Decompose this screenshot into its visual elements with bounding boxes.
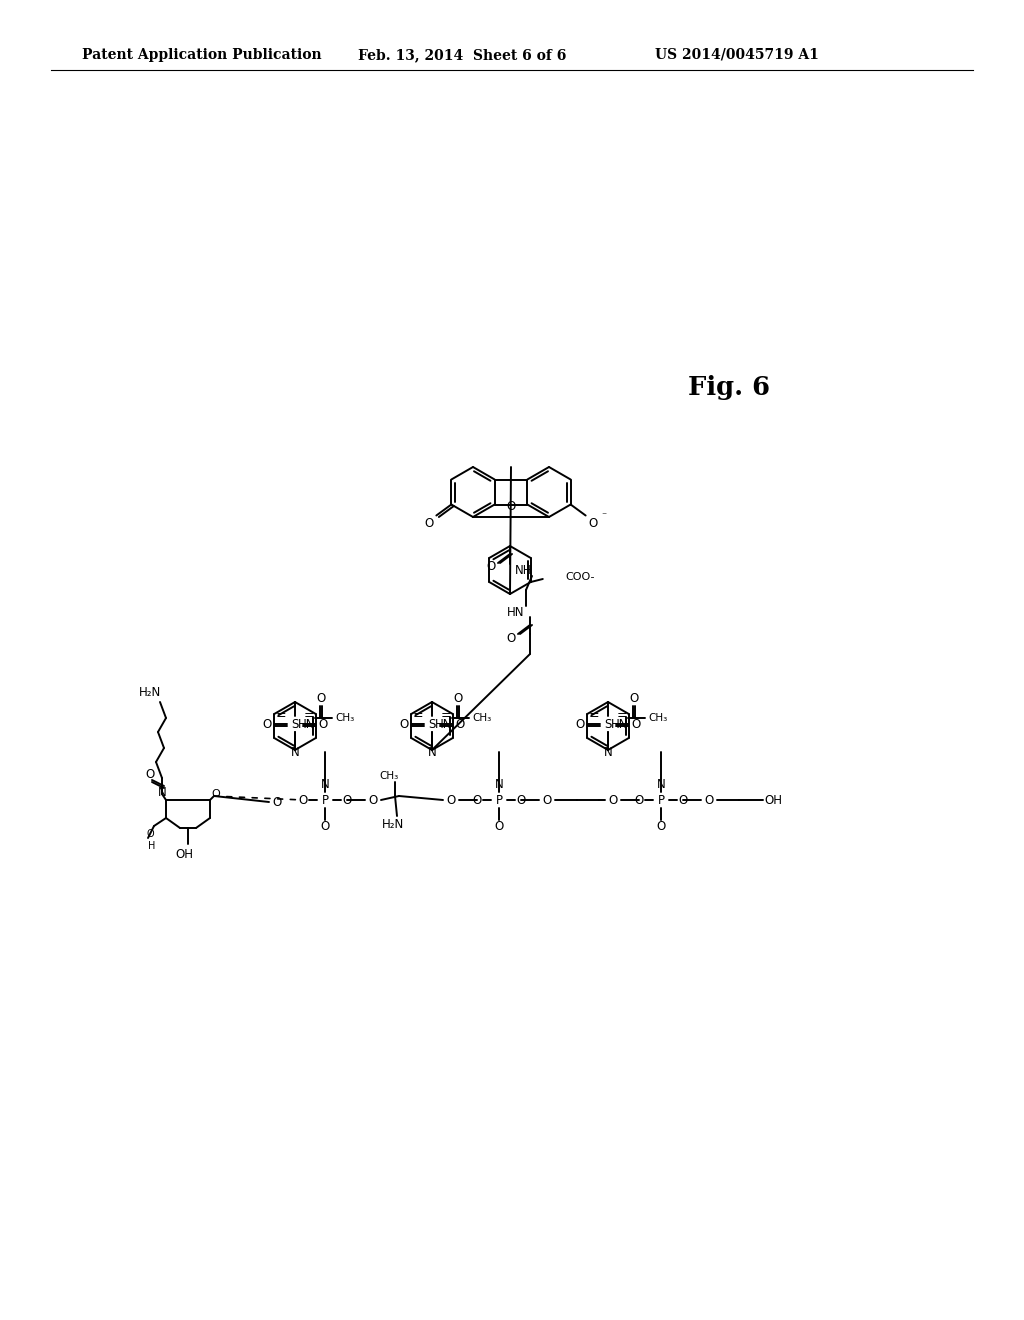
Text: =: = bbox=[304, 710, 314, 722]
Text: O: O bbox=[454, 693, 463, 705]
Text: HN: HN bbox=[298, 718, 315, 730]
Text: ⁻: ⁻ bbox=[601, 511, 606, 521]
Text: O: O bbox=[472, 793, 481, 807]
Text: N: N bbox=[495, 779, 504, 792]
Text: =: = bbox=[616, 710, 628, 722]
Text: O: O bbox=[678, 793, 688, 807]
Text: =: = bbox=[440, 710, 452, 722]
Text: N: N bbox=[321, 779, 330, 792]
Text: O: O bbox=[588, 517, 597, 531]
Text: N: N bbox=[656, 779, 666, 792]
Text: O: O bbox=[321, 821, 330, 833]
Text: HN: HN bbox=[611, 718, 629, 730]
Text: =: = bbox=[275, 710, 287, 722]
Text: CH₃: CH₃ bbox=[472, 713, 492, 723]
Text: Fig. 6: Fig. 6 bbox=[688, 375, 770, 400]
Text: N: N bbox=[603, 746, 612, 759]
Text: O: O bbox=[507, 631, 516, 644]
Text: CH₃: CH₃ bbox=[648, 713, 668, 723]
Text: O: O bbox=[507, 500, 516, 513]
Text: O: O bbox=[486, 560, 496, 573]
Text: =: = bbox=[589, 710, 599, 722]
Text: S: S bbox=[428, 718, 435, 730]
Text: O: O bbox=[145, 767, 155, 780]
Text: HN: HN bbox=[507, 606, 524, 619]
Text: O: O bbox=[212, 789, 220, 799]
Text: OH: OH bbox=[764, 793, 782, 807]
Text: S: S bbox=[291, 718, 299, 730]
Text: US 2014/0045719 A1: US 2014/0045719 A1 bbox=[655, 48, 819, 62]
Text: O: O bbox=[318, 718, 328, 731]
Text: O: O bbox=[272, 796, 282, 808]
Text: O: O bbox=[425, 517, 434, 531]
Text: NH: NH bbox=[515, 564, 532, 577]
Text: O: O bbox=[369, 793, 378, 807]
Text: H₂N: H₂N bbox=[139, 685, 161, 698]
Text: P: P bbox=[657, 793, 665, 807]
Text: Feb. 13, 2014  Sheet 6 of 6: Feb. 13, 2014 Sheet 6 of 6 bbox=[358, 48, 566, 62]
Text: O: O bbox=[608, 793, 617, 807]
Text: Patent Application Publication: Patent Application Publication bbox=[82, 48, 322, 62]
Text: O: O bbox=[342, 793, 351, 807]
Text: N: N bbox=[158, 785, 166, 799]
Text: O: O bbox=[516, 793, 525, 807]
Text: O: O bbox=[705, 793, 714, 807]
Text: O: O bbox=[575, 718, 585, 731]
Text: O: O bbox=[262, 718, 271, 731]
Text: N: N bbox=[428, 746, 436, 759]
Text: CH₃: CH₃ bbox=[336, 713, 354, 723]
Text: O: O bbox=[399, 718, 409, 731]
Text: O: O bbox=[656, 821, 666, 833]
Text: CH₃: CH₃ bbox=[379, 771, 398, 781]
Text: O: O bbox=[456, 718, 465, 731]
Text: P: P bbox=[496, 793, 503, 807]
Text: O: O bbox=[146, 829, 154, 840]
Text: H: H bbox=[148, 841, 156, 851]
Text: =: = bbox=[413, 710, 423, 722]
Text: O: O bbox=[446, 793, 456, 807]
Text: O: O bbox=[316, 693, 326, 705]
Text: OH: OH bbox=[175, 847, 193, 861]
Text: O: O bbox=[635, 793, 644, 807]
Text: P: P bbox=[322, 793, 329, 807]
Text: O: O bbox=[543, 793, 552, 807]
Text: O: O bbox=[630, 693, 639, 705]
Text: N: N bbox=[291, 746, 299, 759]
Text: O: O bbox=[632, 718, 641, 731]
Text: COO-: COO- bbox=[566, 572, 595, 582]
Text: O: O bbox=[298, 793, 307, 807]
Text: O: O bbox=[495, 821, 504, 833]
Text: H₂N: H₂N bbox=[382, 817, 404, 830]
Text: HN: HN bbox=[435, 718, 453, 730]
Text: S: S bbox=[604, 718, 611, 730]
